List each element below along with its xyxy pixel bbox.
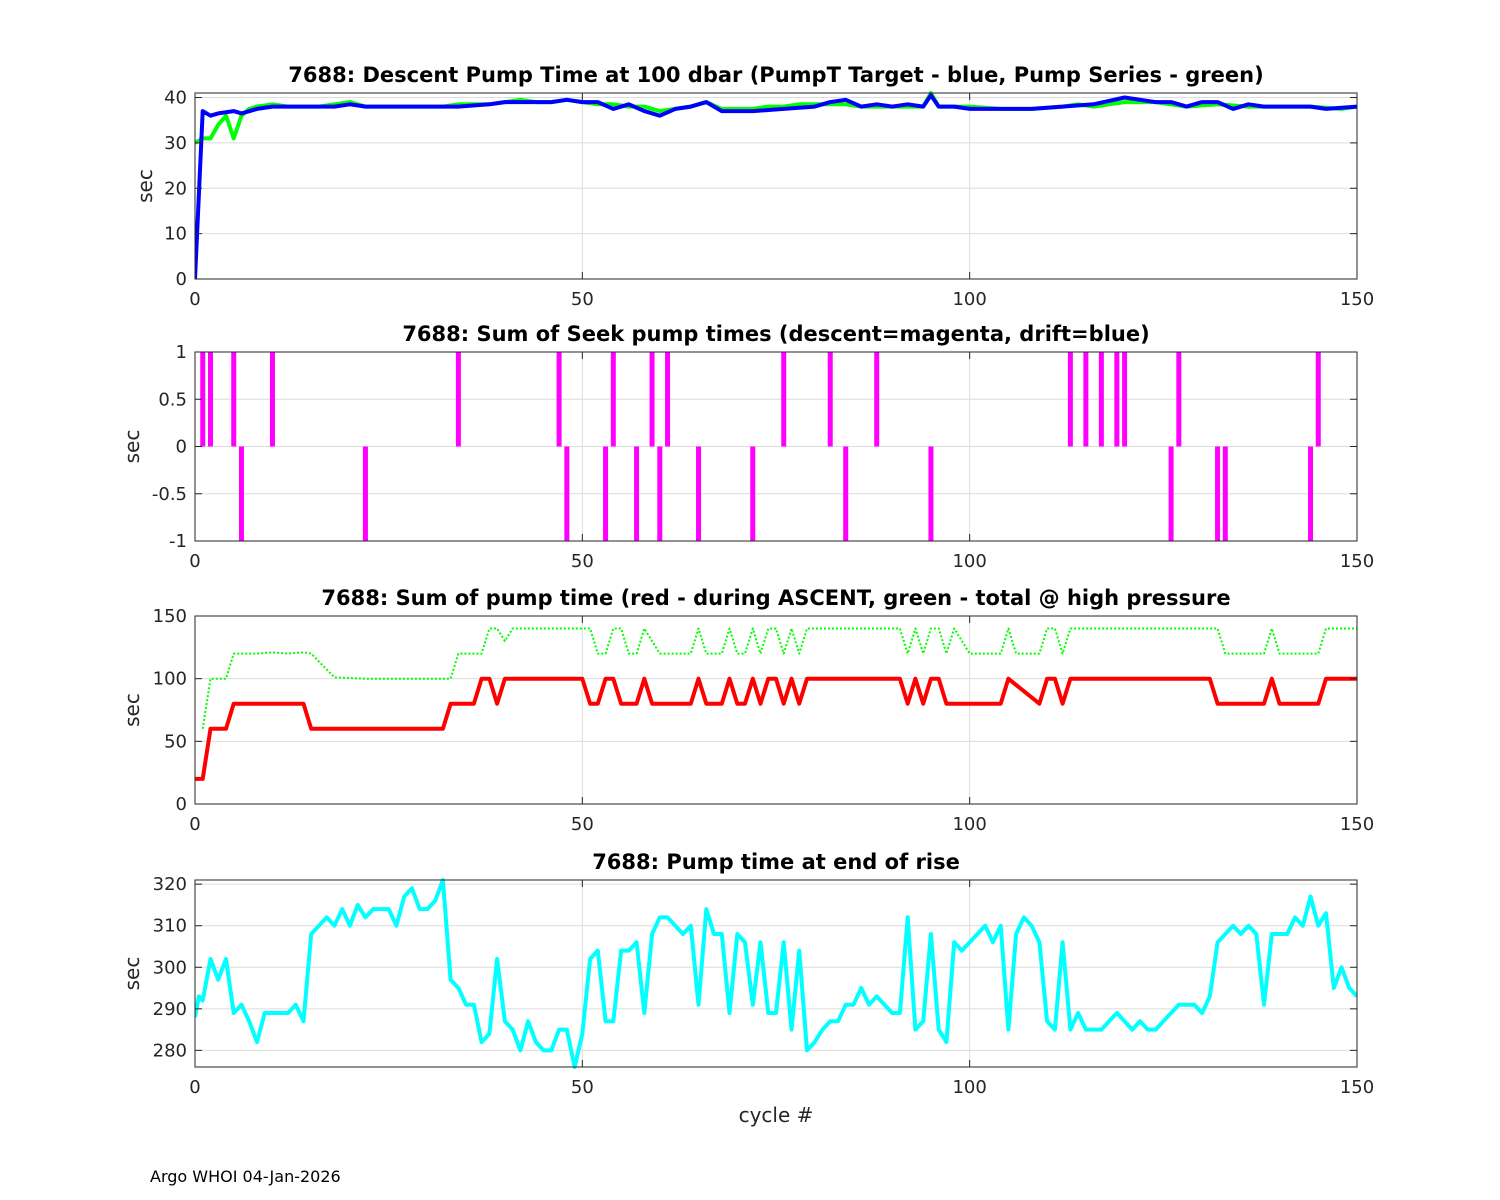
y-tick-label: 20 [164, 178, 187, 199]
chart-panel-1: 0 50 100 150 0 10 20 30 40 7688: Descent Pump Tim… [133, 63, 1374, 310]
y-tick-label: 320 [153, 874, 187, 895]
series-line-2 [195, 93, 1357, 280]
x-tick-label: 100 [952, 551, 986, 572]
x-tick-label: 50 [571, 814, 594, 835]
x-tick-label: 0 [189, 1077, 200, 1098]
y-tick-label: 0.5 [158, 389, 187, 410]
seek-bar [781, 352, 787, 447]
plot-area [195, 627, 1357, 781]
x-tick-label: 50 [571, 1077, 594, 1098]
x-tick-label: 0 [189, 289, 200, 310]
y-tick-label: 40 [164, 88, 187, 109]
x-tick-label: 50 [571, 289, 594, 310]
seek-bar [843, 446, 849, 541]
seek-bar [928, 446, 934, 541]
y-tick-label: 100 [153, 669, 187, 690]
y-axis-label: sec [133, 169, 157, 203]
x-tick-label: 100 [952, 289, 986, 310]
axes-frame [194, 615, 1358, 805]
plot-area [195, 91, 1357, 280]
footer-credit: Argo WHOI 04-Jan-2026 [150, 1167, 341, 1186]
seek-bar [649, 352, 655, 447]
seek-bar [750, 446, 756, 541]
y-tick-label: 10 [164, 224, 187, 245]
seek-bar [269, 352, 275, 447]
seek-bar [362, 446, 368, 541]
seek-bar [1315, 352, 1321, 447]
seek-bar [827, 352, 833, 447]
y-axis-label: sec [120, 430, 144, 464]
y-axis-label: sec [120, 693, 144, 727]
seek-bar [1114, 352, 1120, 447]
x-tick-label: 100 [952, 1077, 986, 1098]
y-tick-label: 0 [176, 269, 187, 290]
seek-bar [696, 446, 702, 541]
x-tick-label: 150 [1340, 551, 1374, 572]
seek-bar [556, 352, 562, 447]
x-tick-label: 150 [1340, 289, 1374, 310]
seek-bar [455, 352, 461, 447]
x-tick-label: 150 [1340, 1077, 1374, 1098]
y-tick-label: 280 [153, 1040, 187, 1061]
axes-frame [194, 879, 1358, 1068]
axes-frame [194, 92, 1358, 280]
seek-bar [634, 446, 640, 541]
series-line-2 [195, 676, 1357, 781]
seek-bar [1308, 446, 1314, 541]
y-tick-label: 300 [153, 957, 187, 978]
seek-bar [1215, 446, 1221, 541]
seek-bar [603, 446, 609, 541]
y-tick-label: 0 [176, 437, 187, 458]
plot-area [200, 352, 1321, 541]
y-tick-label: 310 [153, 916, 187, 937]
x-tick-label: 0 [189, 551, 200, 572]
y-tick-label: 50 [164, 731, 187, 752]
chart-title: 7688: Sum of pump time (red - during ASC… [321, 586, 1230, 610]
chart-title: 7688: Sum of Seek pump times (descent=ma… [402, 322, 1149, 346]
y-tick-label: -1 [169, 531, 187, 552]
chart-title: 7688: Descent Pump Time at 100 dbar (Pum… [288, 63, 1263, 87]
seek-bar [1083, 352, 1089, 447]
series-line-1 [195, 91, 1357, 145]
seek-bar [1098, 352, 1104, 447]
y-tick-label: 290 [153, 999, 187, 1020]
x-tick-label: 150 [1340, 814, 1374, 835]
chart-panel-2: 0 50 100 150 -1 -0.5 0 0.5 1 7688: Sum of Seek pu… [120, 322, 1374, 572]
y-tick-label: -0.5 [152, 484, 187, 505]
y-tick-label: 1 [176, 342, 187, 363]
x-tick-label: 50 [571, 551, 594, 572]
series-line-1 [195, 878, 1357, 1069]
x-axis-label: cycle # [739, 1103, 814, 1127]
x-tick-label: 0 [189, 814, 200, 835]
seek-bar [564, 446, 570, 541]
seek-bar [665, 352, 671, 447]
plot-area [195, 878, 1357, 1069]
seek-bar [1176, 352, 1182, 447]
chart-title: 7688: Pump time at end of rise [592, 850, 960, 874]
seek-bar [238, 446, 244, 541]
seek-bar [207, 352, 213, 447]
seek-bar [1122, 352, 1128, 447]
seek-bar [657, 446, 663, 541]
y-tick-label: 0 [176, 794, 187, 815]
seek-bar [200, 352, 206, 447]
seek-bar [1168, 446, 1174, 541]
x-tick-label: 100 [952, 814, 986, 835]
seek-bar [1067, 352, 1073, 447]
y-tick-label: 150 [153, 606, 187, 627]
chart-panel-4: 0 50 100 150 280 290 300 310 320 7688: Pump time … [120, 850, 1374, 1127]
chart-panel-3: 0 50 100 150 0 50 100 150 7688: Sum of pump time… [120, 586, 1374, 835]
seek-bar [874, 352, 880, 447]
seek-bar [610, 352, 616, 447]
y-axis-label: sec [120, 957, 144, 991]
y-tick-label: 30 [164, 133, 187, 154]
seek-bar [231, 352, 237, 447]
seek-bar [1222, 446, 1228, 541]
